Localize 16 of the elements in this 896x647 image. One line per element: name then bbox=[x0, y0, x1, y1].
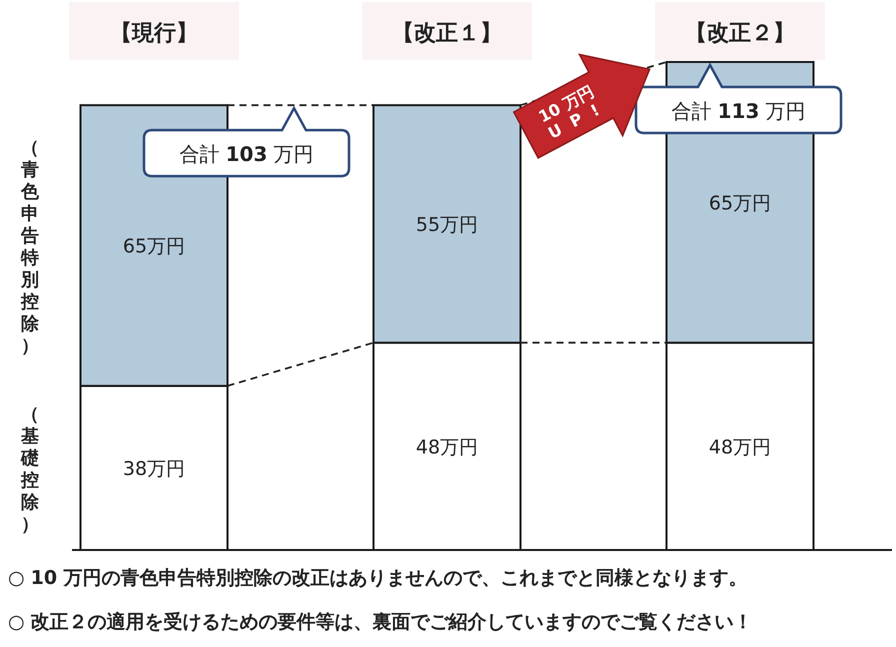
text: ○ 改正２の適用を受けるための要件等は、裏面でご紹介していますのでご覧ください！ bbox=[8, 611, 753, 633]
data-label: 65万円 bbox=[708, 192, 772, 214]
x-tick-label: 【改正２】 bbox=[685, 21, 795, 46]
data-label: 48万円 bbox=[708, 436, 772, 458]
data-label: 55万円 bbox=[416, 214, 478, 236]
data-label: 65万円 bbox=[122, 236, 186, 258]
text: ○ 10 万円の青色申告特別控除の改正はありませんので、これまでと同様となります。 bbox=[8, 567, 748, 589]
annotation: 合計 103 万円 bbox=[179, 142, 314, 166]
text: （基礎控除） bbox=[20, 404, 40, 535]
x-tick-label: 【現行】 bbox=[110, 21, 198, 46]
data-label: 38万円 bbox=[122, 458, 186, 480]
annotation: 合計 113 万円 bbox=[671, 99, 806, 123]
annotation: 10 万円 U P ! bbox=[535, 82, 606, 143]
x-tick-label: 【改正１】 bbox=[392, 21, 502, 46]
data-label: 48万円 bbox=[416, 436, 478, 458]
text: （青色申告特別控除） bbox=[21, 138, 39, 357]
